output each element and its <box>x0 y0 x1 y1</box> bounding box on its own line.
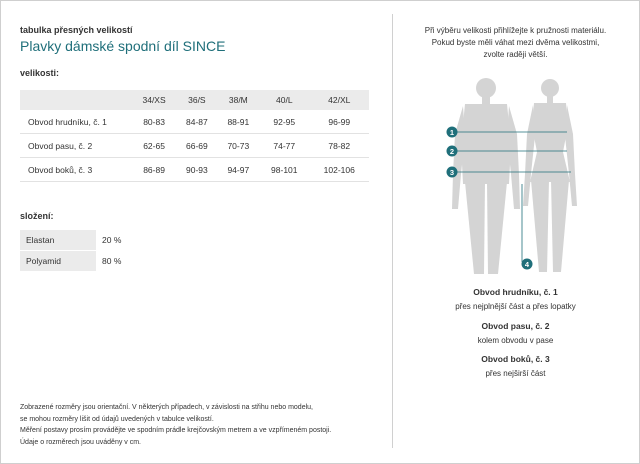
composition-table: Elastan 20 % Polyamid 80 % <box>20 230 130 272</box>
table-cell: 92-95 <box>259 110 310 134</box>
measure-description: přes nejširší část <box>485 369 546 378</box>
row-label: Obvod hrudníku, č. 1 <box>20 110 132 134</box>
size-column-header: 34/XS <box>132 90 177 110</box>
sizes-label: velikosti: <box>20 68 60 78</box>
measure-lines <box>451 131 571 262</box>
size-column-header: 38/M <box>217 90 260 110</box>
divider <box>392 14 393 448</box>
footnote-line: Zobrazené rozměry jsou orientační. V něk… <box>20 404 313 411</box>
table-cell: 102-106 <box>309 157 369 182</box>
measure-title: Obvod hrudníku, č. 1 <box>473 287 558 297</box>
svg-text:1: 1 <box>450 128 454 137</box>
table-row: Obvod pasu, č. 2 62-65 66-69 70-73 74-77… <box>20 133 369 158</box>
row-label: Obvod pasu, č. 2 <box>20 133 132 158</box>
intro-line: Při výběru velikosti přihlížejte k pružn… <box>424 26 607 35</box>
measurement-guide-panel: Při výběru velikosti přihlížejte k pružn… <box>393 0 638 462</box>
material-percent: 20 % <box>102 235 122 246</box>
table-cell: 78-82 <box>309 133 369 158</box>
female-figure <box>523 79 577 272</box>
table-cell: 96-99 <box>309 110 369 134</box>
table-cell: 94-97 <box>217 157 260 182</box>
table-cell: 98-101 <box>259 157 310 182</box>
table-row: Polyamid 80 % <box>20 250 130 272</box>
measure-title: Obvod pasu, č. 2 <box>481 321 550 331</box>
composition-label: složení: <box>20 211 54 221</box>
marker-3: 3 <box>446 166 458 178</box>
footnote-line: Údaje o rozměrech jsou uváděny v cm. <box>20 438 141 446</box>
table-row: Elastan 20 % <box>20 230 130 251</box>
header-empty <box>20 90 132 110</box>
intro-line: zvolte raději větší. <box>483 50 548 59</box>
row-label: Obvod boků, č. 3 <box>20 157 132 182</box>
table-cell: 62-65 <box>132 133 177 158</box>
table-row: Obvod hrudníku, č. 1 80-83 84-87 88-91 9… <box>20 110 369 134</box>
svg-text:3: 3 <box>450 168 454 177</box>
table-cell: 90-93 <box>176 157 218 182</box>
table-cell: 74-77 <box>259 133 310 158</box>
measure-description: přes nejplnější část a přes lopatky <box>455 302 576 311</box>
body-figures-illustration: 1 2 3 4 <box>446 78 577 274</box>
table-cell: 80-83 <box>132 110 177 134</box>
table-cell: 86-89 <box>132 157 177 182</box>
marker-1: 1 <box>446 126 458 138</box>
size-column-header: 42/XL <box>309 90 369 110</box>
intro-line: Pokud byste měli váhat mezi dvěma veliko… <box>431 38 600 47</box>
size-table-header: 34/XS 36/S 38/M 40/L 42/XL <box>20 90 369 110</box>
size-table: 34/XS 36/S 38/M 40/L 42/XL Obvod hrudník… <box>20 90 369 182</box>
material-name: Polyamid <box>20 250 96 272</box>
size-chart-panel: tabulka přesných velikostí Plavky dámské… <box>20 0 380 462</box>
measure-description: kolem obvodu v pase <box>477 336 554 345</box>
marker-4: 4 <box>521 258 533 270</box>
material-name: Elastan <box>20 230 96 251</box>
measure-title: Obvod boků, č. 3 <box>481 354 550 364</box>
male-figure <box>452 78 520 274</box>
size-column-header: 40/L <box>259 90 310 110</box>
chart-subtitle: tabulka přesných velikostí <box>20 25 133 35</box>
footnote-line: se mohou rozměry lišit od údajů uvedenýc… <box>20 415 214 423</box>
svg-text:2: 2 <box>450 147 454 156</box>
table-cell: 66-69 <box>176 133 218 158</box>
size-column-header: 36/S <box>176 90 218 110</box>
table-cell: 84-87 <box>176 110 218 134</box>
footnote-line: Měření postavy prosím provádějte ve spod… <box>20 427 332 434</box>
svg-text:4: 4 <box>525 260 530 269</box>
product-title: Plavky dámské spodní díl SINCE <box>20 38 226 54</box>
table-row: Obvod boků, č. 3 86-89 90-93 94-97 98-10… <box>20 157 369 182</box>
guide-intro: Při výběru velikosti přihlížejte k pružn… <box>393 25 638 61</box>
table-cell: 70-73 <box>217 133 260 158</box>
material-percent: 80 % <box>102 256 122 266</box>
marker-2: 2 <box>446 145 458 157</box>
table-cell: 88-91 <box>217 110 260 134</box>
footnote: Zobrazené rozměry jsou orientační. V něk… <box>20 402 380 448</box>
